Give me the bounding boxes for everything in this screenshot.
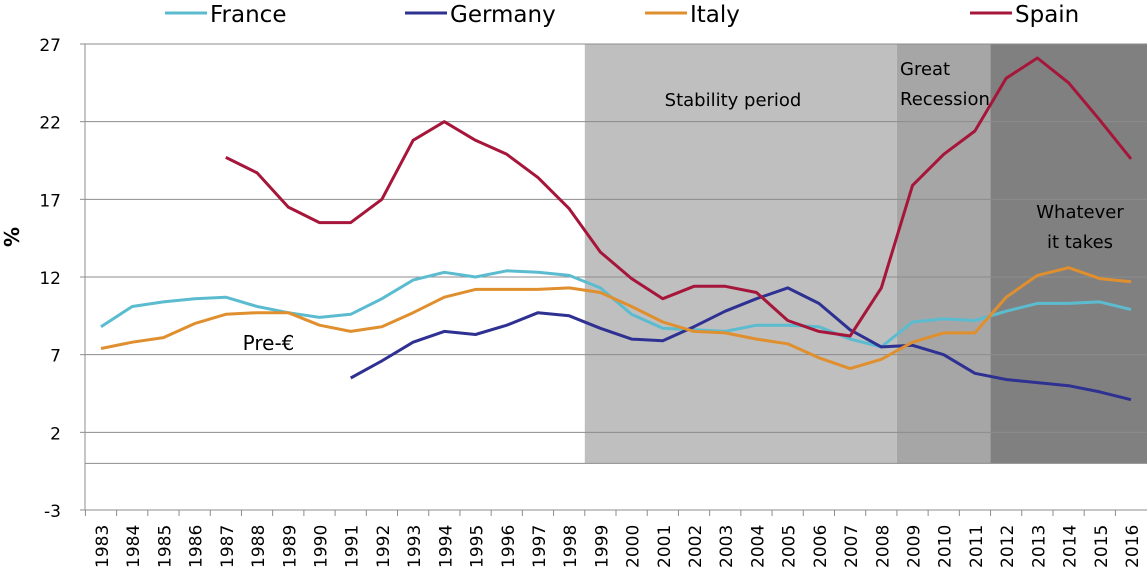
legend-entry: France <box>210 2 286 28</box>
x-tick-label: 2006 <box>811 525 831 568</box>
x-tick-label: 1985 <box>155 525 175 568</box>
x-tick-label: 1987 <box>218 525 238 568</box>
x-tick-label: 2002 <box>686 525 706 568</box>
series-line-spain <box>225 56 1133 338</box>
x-tick-label: 2011 <box>967 525 987 568</box>
x-tick-label: 2014 <box>1061 525 1081 568</box>
x-tick-label: 2000 <box>624 525 644 568</box>
x-tick-label: 2001 <box>655 525 675 568</box>
period-label: Stability period <box>665 90 802 111</box>
x-tick-label: 1996 <box>499 525 519 568</box>
period-label: Whatever <box>1036 202 1124 223</box>
y-tick-label: 7 <box>50 347 61 367</box>
y-tick-label: 17 <box>39 191 61 211</box>
x-tick-label: 2007 <box>842 525 862 568</box>
legend-entry: Germany <box>450 2 556 28</box>
x-tick-label: 2012 <box>998 525 1018 568</box>
x-tick-label: 1992 <box>374 525 394 568</box>
x-tick-label: 1994 <box>436 525 456 568</box>
y-tick-label: 22 <box>39 114 61 134</box>
series-line-germany <box>349 286 1132 402</box>
period-shade <box>990 44 1147 464</box>
y-axis-label: % <box>0 227 24 247</box>
x-tick-label: 2016 <box>1123 525 1143 568</box>
x-tick-label: 2013 <box>1029 525 1049 568</box>
x-tick-label: 1999 <box>592 525 612 568</box>
x-tick-label: 1993 <box>405 525 425 568</box>
x-tick-label: 1990 <box>311 525 331 568</box>
x-tick-label: 1998 <box>561 525 581 568</box>
period-shade <box>584 44 897 464</box>
annotation-label: Pre-€ <box>243 331 295 355</box>
period-shade <box>896 44 991 464</box>
legend-entry: Italy <box>690 2 740 28</box>
x-tick-label: 2015 <box>1092 525 1112 568</box>
series-line-italy <box>100 266 1132 371</box>
x-tick-label: 2009 <box>905 525 925 568</box>
x-tick-label: 1995 <box>468 525 488 568</box>
y-tick-label: 27 <box>39 36 61 56</box>
x-tick-label: 1988 <box>249 525 269 568</box>
x-tick-label: 2010 <box>936 525 956 568</box>
period-label: it takes <box>1047 232 1113 253</box>
y-tick-label: 2 <box>50 424 61 444</box>
x-tick-label: 1983 <box>93 525 113 568</box>
y-tick-label: -3 <box>44 502 61 522</box>
x-tick-label: 1989 <box>280 525 300 568</box>
x-tick-label: 2004 <box>748 525 768 568</box>
y-tick-label: 12 <box>39 269 61 289</box>
x-tick-label: 1986 <box>187 525 207 568</box>
period-label: Great <box>900 59 950 80</box>
period-label: Recession <box>900 89 990 110</box>
legend-entry: Spain <box>1015 2 1079 28</box>
x-tick-label: 2008 <box>873 525 893 568</box>
x-tick-label: 2003 <box>717 525 737 568</box>
x-tick-label: 2005 <box>780 525 800 568</box>
x-tick-label: 1984 <box>124 525 144 568</box>
x-tick-label: 1997 <box>530 525 550 568</box>
x-tick-label: 1991 <box>343 525 363 568</box>
